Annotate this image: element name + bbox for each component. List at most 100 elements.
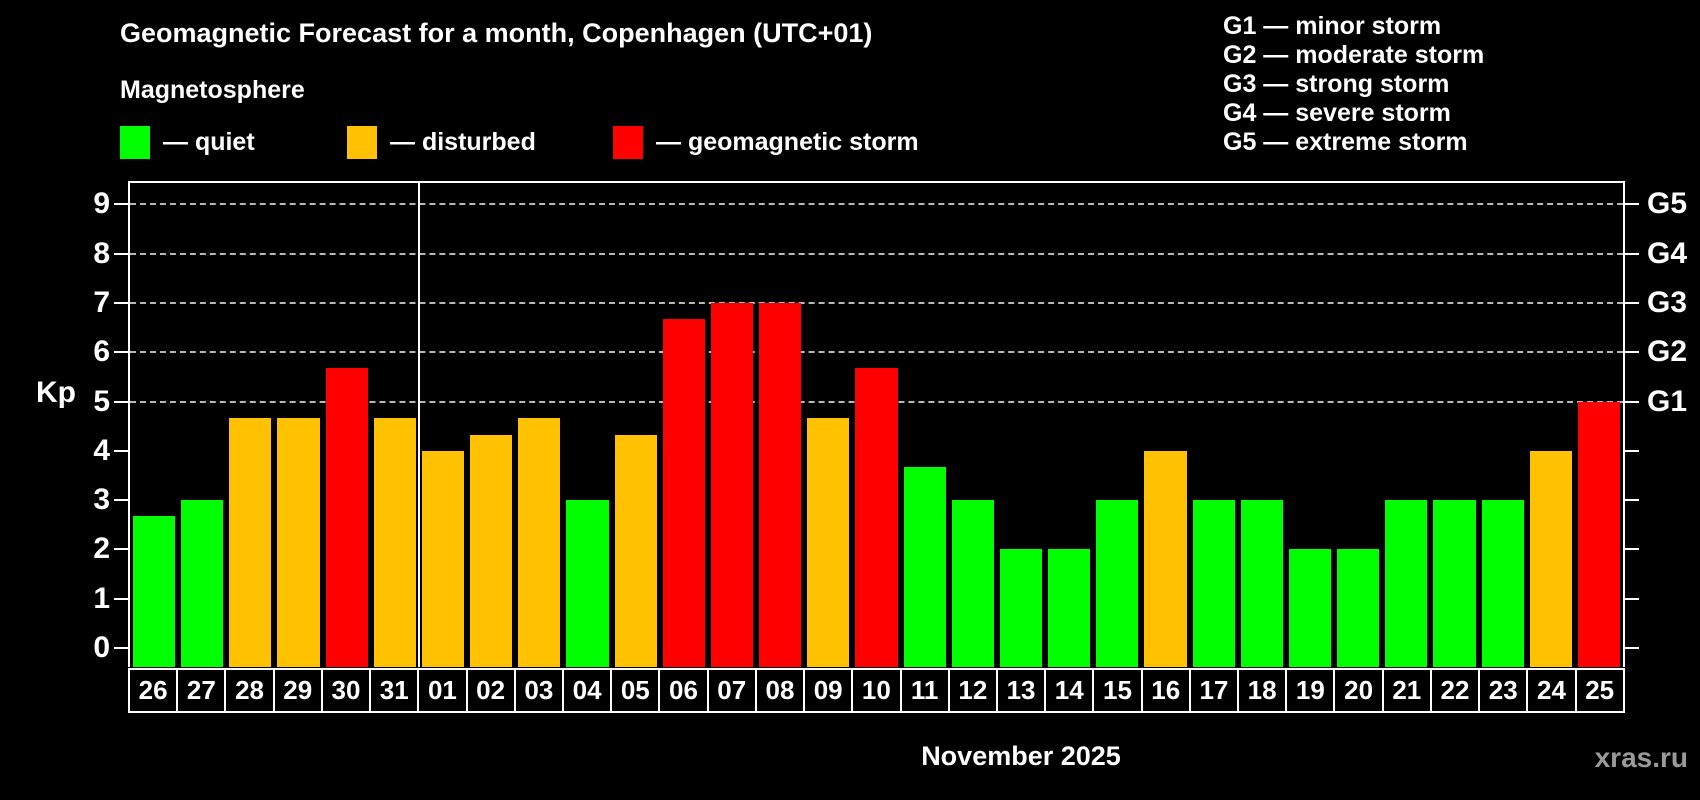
y-axis-tick-label: 9 xyxy=(93,187,110,221)
legend-item-disturbed: — disturbed xyxy=(347,126,536,159)
right-axis-tick xyxy=(1625,548,1639,551)
y-axis-tick xyxy=(114,647,128,649)
g-axis-label: G5 xyxy=(1647,187,1688,221)
right-axis-tick xyxy=(1625,301,1639,304)
date-cell: 28 xyxy=(224,668,275,713)
y-axis-tick-label: 8 xyxy=(93,236,110,270)
bar xyxy=(470,434,513,667)
legend-label-disturbed: — disturbed xyxy=(390,128,536,156)
gridline xyxy=(130,252,1623,255)
storm-color-swatch xyxy=(613,126,643,159)
date-cell: 03 xyxy=(513,668,564,713)
y-axis-tick xyxy=(114,252,128,255)
bar xyxy=(1288,549,1332,667)
bar xyxy=(1048,549,1091,667)
right-axis-tick xyxy=(1625,597,1639,600)
date-cell: 27 xyxy=(176,668,227,713)
y-axis-tick xyxy=(114,449,128,452)
right-axis-tick xyxy=(1625,449,1639,452)
bar xyxy=(133,516,176,667)
legend-label-quiet: — quiet xyxy=(163,128,255,156)
g-axis-label: G3 xyxy=(1647,285,1688,319)
y-axis-tick xyxy=(114,548,128,551)
date-cell: 30 xyxy=(320,668,372,713)
date-cell: 20 xyxy=(1333,668,1384,713)
y-axis-tick-label: 0 xyxy=(93,631,110,664)
y-axis-tick xyxy=(114,351,128,354)
gridline xyxy=(130,301,1623,304)
date-cell: 14 xyxy=(1044,668,1095,713)
g-axis-label: G4 xyxy=(1647,236,1688,270)
bar xyxy=(325,368,368,667)
g-scale-legend: G1 — minor storm G2 — moderate storm G3 — … xyxy=(1223,12,1484,157)
y-axis-label: Kp xyxy=(36,376,76,409)
date-cell: 07 xyxy=(706,668,757,713)
y-axis-tick xyxy=(114,597,128,600)
date-cell: 18 xyxy=(1237,668,1288,713)
watermark: xras.ru xyxy=(1594,742,1688,773)
bar xyxy=(662,319,705,667)
right-axis-tick xyxy=(1625,647,1639,649)
chart-title: Geomagnetic Forecast for a month, Copenh… xyxy=(120,18,873,48)
date-cell: 06 xyxy=(658,668,709,713)
bar xyxy=(1433,500,1476,667)
bar xyxy=(277,417,320,667)
bar xyxy=(518,417,561,667)
right-axis-tick xyxy=(1625,351,1639,354)
date-cell: 02 xyxy=(465,668,516,713)
bar xyxy=(1096,500,1139,667)
chart-subtitle: Magnetosphere xyxy=(120,76,305,104)
y-axis-tick xyxy=(114,499,128,502)
right-axis-tick xyxy=(1625,499,1639,502)
date-cell: 11 xyxy=(899,668,950,713)
date-cell: 15 xyxy=(1092,668,1143,713)
date-cell: 17 xyxy=(1188,668,1240,713)
date-cell: 24 xyxy=(1526,668,1577,713)
legend-item-storm: — geomagnetic storm xyxy=(613,126,919,159)
legend-label-storm: — geomagnetic storm xyxy=(656,128,919,156)
date-cell: 25 xyxy=(1574,668,1625,713)
date-cell: 31 xyxy=(369,668,420,713)
gridline xyxy=(130,203,1623,206)
bar xyxy=(855,368,898,667)
g-legend-item: G4 — severe storm xyxy=(1223,99,1451,127)
bar xyxy=(1144,450,1187,667)
date-cell: 01 xyxy=(417,668,468,713)
x-axis-month-label: November 2025 xyxy=(921,741,1121,771)
g-axis-label: G2 xyxy=(1647,335,1688,369)
date-cell: 21 xyxy=(1381,668,1432,713)
bar xyxy=(1481,500,1524,667)
bar xyxy=(807,417,850,667)
right-axis-tick xyxy=(1625,252,1639,255)
bar xyxy=(1240,500,1283,667)
g-legend-item: G5 — extreme storm xyxy=(1223,128,1468,156)
legend-item-quiet: — quiet xyxy=(120,126,255,159)
y-axis-tick xyxy=(114,301,128,304)
bar xyxy=(759,302,802,667)
date-cell: 26 xyxy=(128,668,179,713)
date-cell: 05 xyxy=(610,668,661,713)
bar xyxy=(951,500,994,667)
bar xyxy=(229,417,272,667)
plot-area xyxy=(128,181,1625,667)
bar xyxy=(1192,500,1235,667)
bar xyxy=(614,434,657,667)
bar xyxy=(1529,450,1572,667)
quiet-color-swatch xyxy=(120,126,150,159)
y-axis-tick-label: 5 xyxy=(93,384,110,418)
date-cell: 08 xyxy=(754,668,806,713)
date-cell: 04 xyxy=(561,668,613,713)
bar xyxy=(566,500,609,667)
right-axis-tick xyxy=(1625,400,1639,403)
date-cell: 22 xyxy=(1429,668,1481,713)
date-cell: 10 xyxy=(851,668,902,713)
y-axis-tick xyxy=(114,400,128,403)
g-legend-item: G2 — moderate storm xyxy=(1223,41,1485,69)
y-axis-tick-label: 7 xyxy=(93,285,110,319)
date-cell: 19 xyxy=(1285,668,1336,713)
y-axis-tick xyxy=(114,203,128,206)
month-separator-line xyxy=(417,183,420,667)
g-axis-label: G1 xyxy=(1647,384,1688,418)
date-cell: 29 xyxy=(272,668,323,713)
